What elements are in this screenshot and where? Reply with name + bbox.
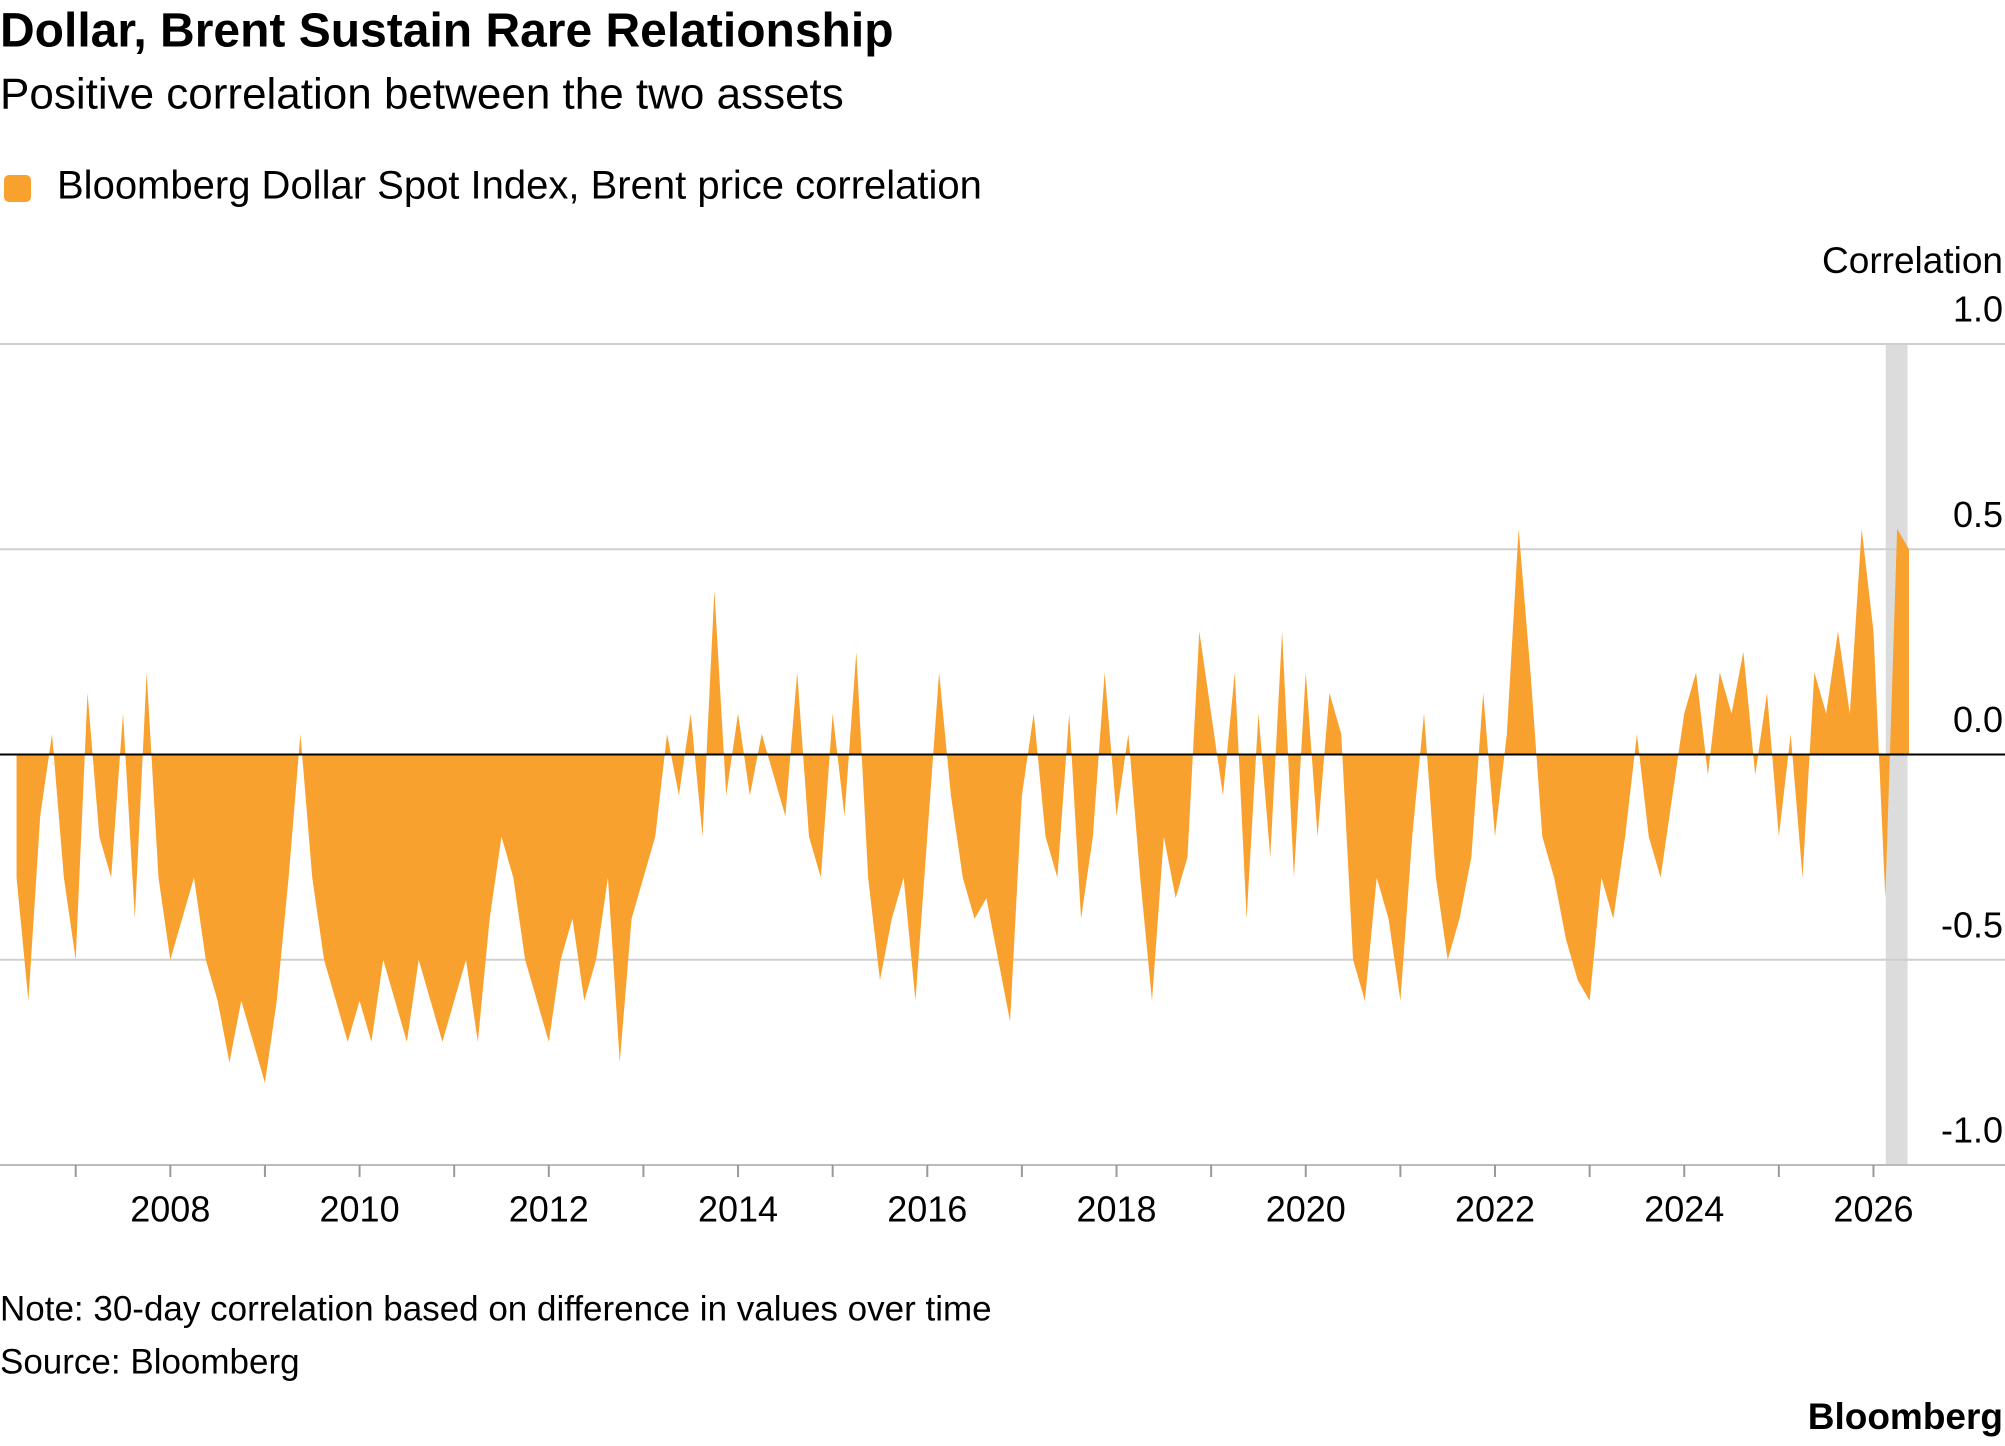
brand: Bloomberg	[1808, 1396, 2003, 1437]
x-tick-label: 2012	[509, 1189, 589, 1230]
area	[16, 528, 1909, 1083]
chart-title: Dollar, Brent Sustain Rare Relationship	[0, 5, 894, 58]
x-tick-label: 2018	[1076, 1189, 1156, 1230]
x-tick-label: 2016	[887, 1189, 967, 1230]
x-tick-label: 2026	[1833, 1189, 1913, 1230]
y-tick-label: 1.0	[1953, 289, 2003, 330]
x-tick-label: 2020	[1266, 1189, 1346, 1230]
legend-swatch	[4, 175, 31, 202]
x-tick-label: 2010	[320, 1189, 400, 1230]
source: Source: Bloomberg	[0, 1342, 300, 1381]
x-tick-label: 2008	[130, 1189, 210, 1230]
legend-label: Bloomberg Dollar Spot Index, Brent price…	[57, 164, 982, 208]
y-tick-label: -1.0	[1941, 1110, 2003, 1151]
x-tick-label: 2024	[1644, 1189, 1724, 1230]
x-tick-label: 2022	[1455, 1189, 1535, 1230]
x-tick-label: 2014	[698, 1189, 778, 1230]
y-tick-label: 0.5	[1953, 494, 2003, 535]
y-tick-label: 0.0	[1953, 699, 2003, 740]
note: Note: 30-day correlation based on differ…	[0, 1289, 992, 1328]
y-axis-label: Correlation	[1822, 240, 2003, 281]
chart-subtitle: Positive correlation between the two ass…	[0, 70, 844, 119]
y-tick-label: -0.5	[1941, 904, 2003, 945]
